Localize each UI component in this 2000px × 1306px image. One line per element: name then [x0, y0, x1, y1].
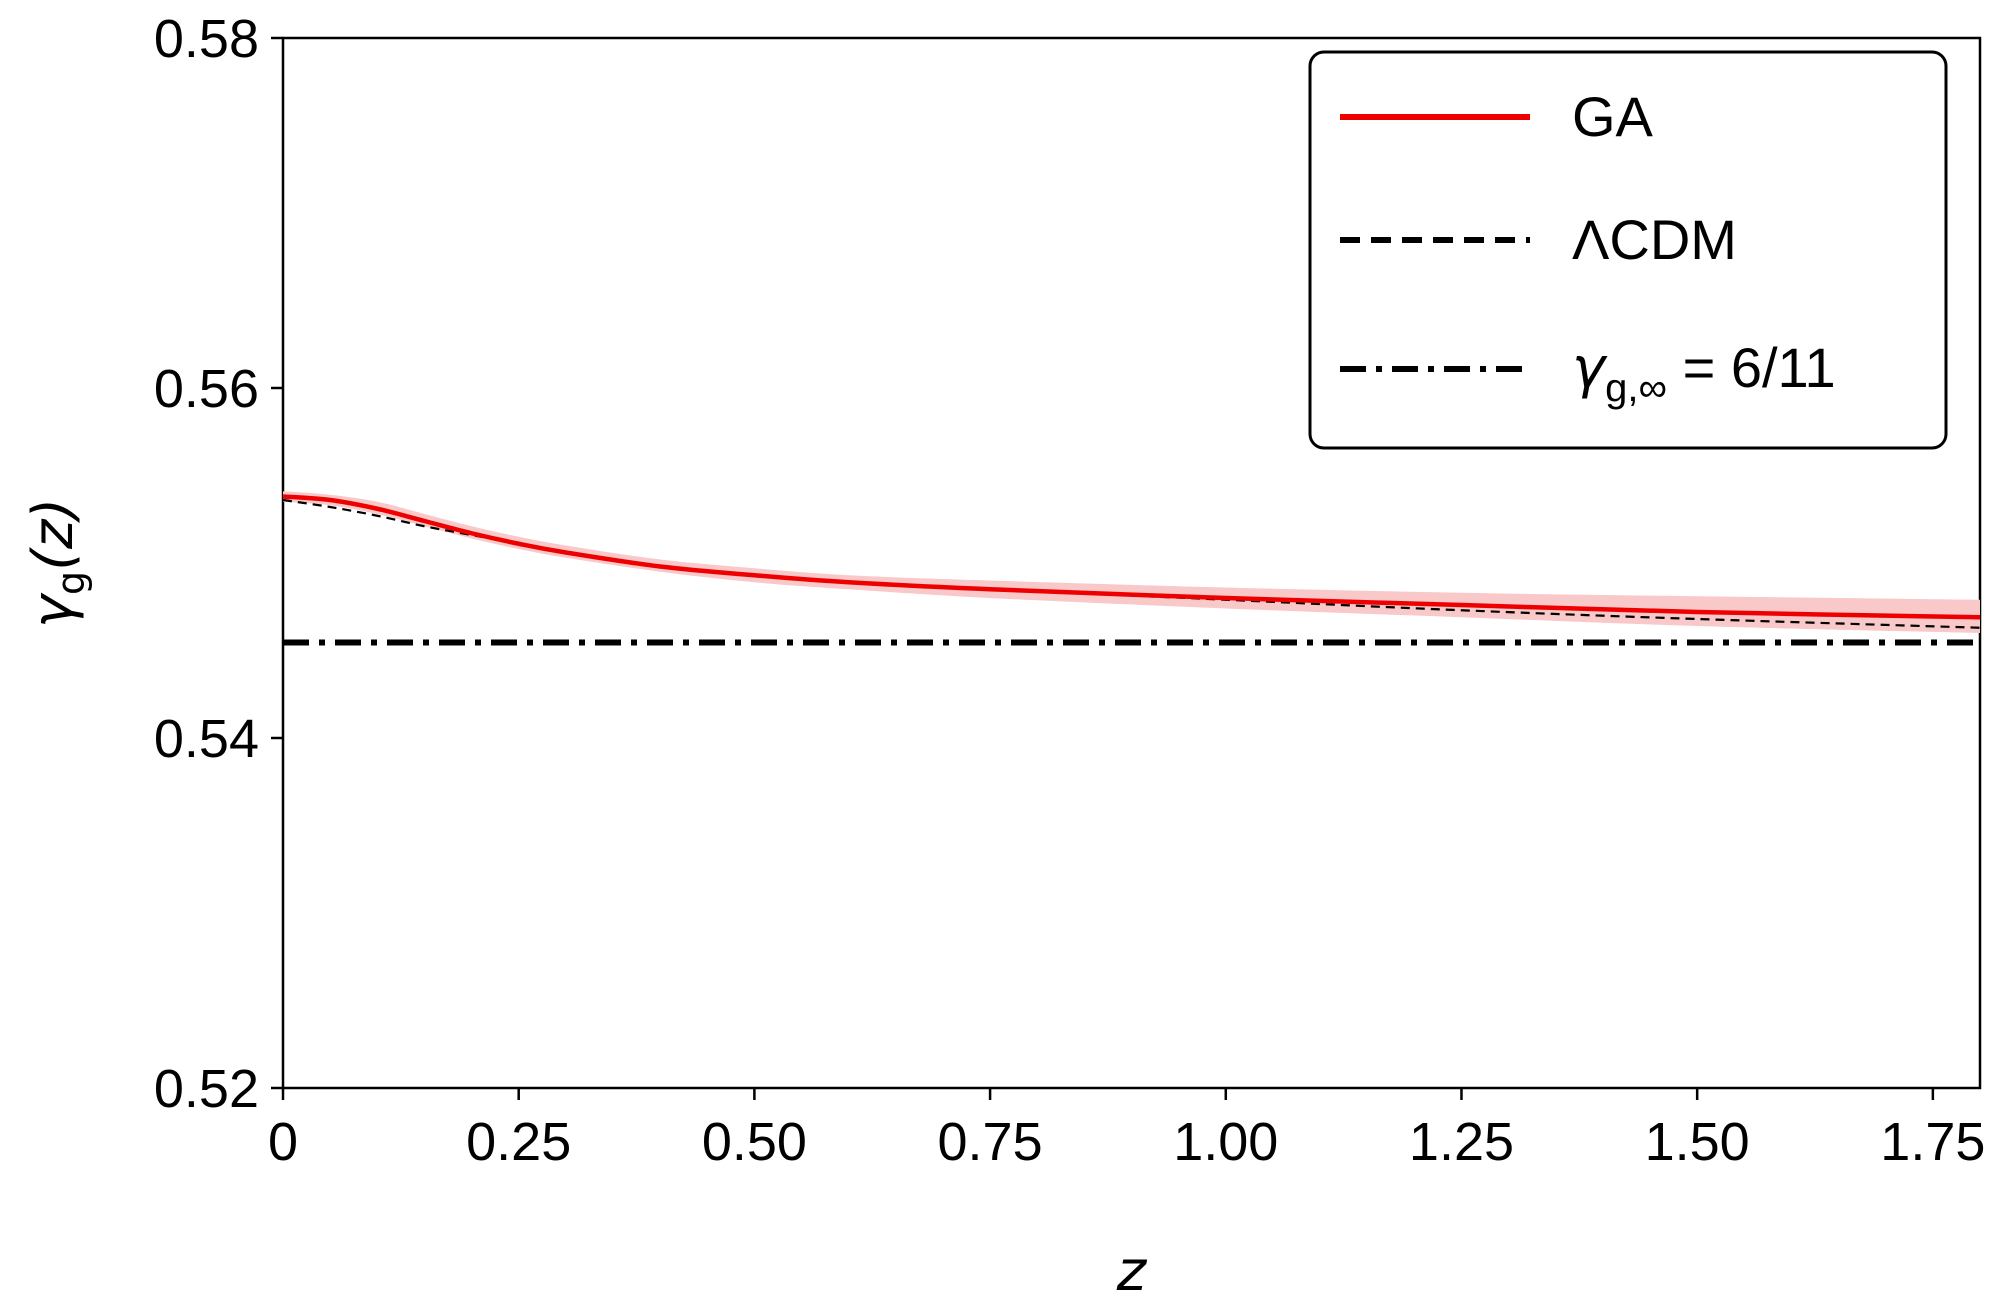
x-tick-label: 1.75 [1880, 1112, 1985, 1172]
y-tick-label: 0.58 [154, 9, 259, 69]
x-tick-label: 1.00 [1173, 1112, 1278, 1172]
y-axis-title-base: γ [21, 592, 86, 628]
plot-data-layer [283, 491, 1980, 646]
series-lcdm-line [283, 498, 1980, 629]
legend-label-gamma-inf-sub: g,∞ [1605, 366, 1667, 410]
y-axis-title: γg(z) [21, 498, 93, 628]
legend-label-gamma-inf: γg,∞ = 6/11 [1572, 336, 1836, 410]
legend: GA ΛCDM γg,∞ = 6/11 [1308, 50, 1948, 450]
x-tick-label: 1.50 [1645, 1112, 1750, 1172]
legend-box [1308, 50, 1948, 450]
x-axis-title: z [1116, 1239, 1148, 1304]
x-tick-label: 0.50 [702, 1112, 807, 1172]
y-tick-label: 0.52 [154, 1059, 259, 1119]
y-axis-title-rest: (z) [21, 498, 86, 571]
series-ga-band [283, 491, 1980, 633]
x-tick-label: 0.25 [466, 1112, 571, 1172]
series-ga-line [283, 494, 1980, 620]
legend-label-ga: GA [1572, 85, 1654, 148]
x-tick-label: 0.75 [938, 1112, 1043, 1172]
y-tick-label: 0.56 [154, 359, 259, 419]
legend-label-lcdm: ΛCDM [1572, 208, 1737, 271]
legend-label-gamma-inf-base: γ [1572, 336, 1608, 401]
plot-area [281, 36, 1982, 1090]
legend-label-gamma-inf-rest: = 6/11 [1667, 336, 1836, 399]
y-tick-label: 0.54 [154, 709, 259, 769]
x-tick-label: 1.25 [1409, 1112, 1514, 1172]
x-tick-label: 0 [268, 1112, 298, 1172]
y-axis-title-sub: g [49, 571, 93, 595]
y-axis: 0.52 0.54 0.56 0.58 [154, 9, 283, 1119]
plot-frame [281, 36, 1982, 1090]
x-axis: 0 0.25 0.50 0.75 1.00 1.25 1.50 1.75 [268, 1088, 1985, 1172]
